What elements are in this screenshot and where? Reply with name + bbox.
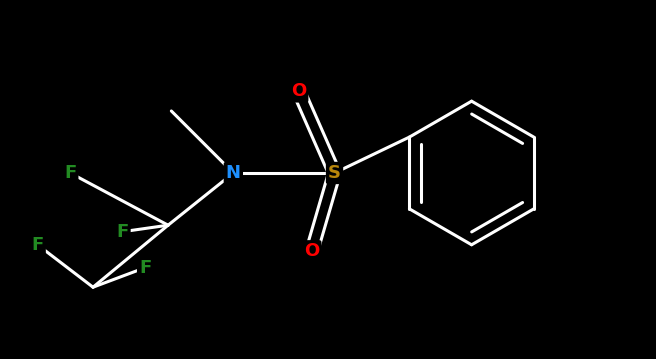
Text: F: F [139, 258, 152, 277]
Text: S: S [328, 164, 341, 182]
Text: O: O [304, 242, 319, 260]
Text: N: N [226, 164, 241, 182]
Text: F: F [31, 236, 44, 254]
Text: F: F [64, 164, 76, 182]
Text: F: F [116, 223, 129, 241]
Text: O: O [291, 82, 306, 101]
